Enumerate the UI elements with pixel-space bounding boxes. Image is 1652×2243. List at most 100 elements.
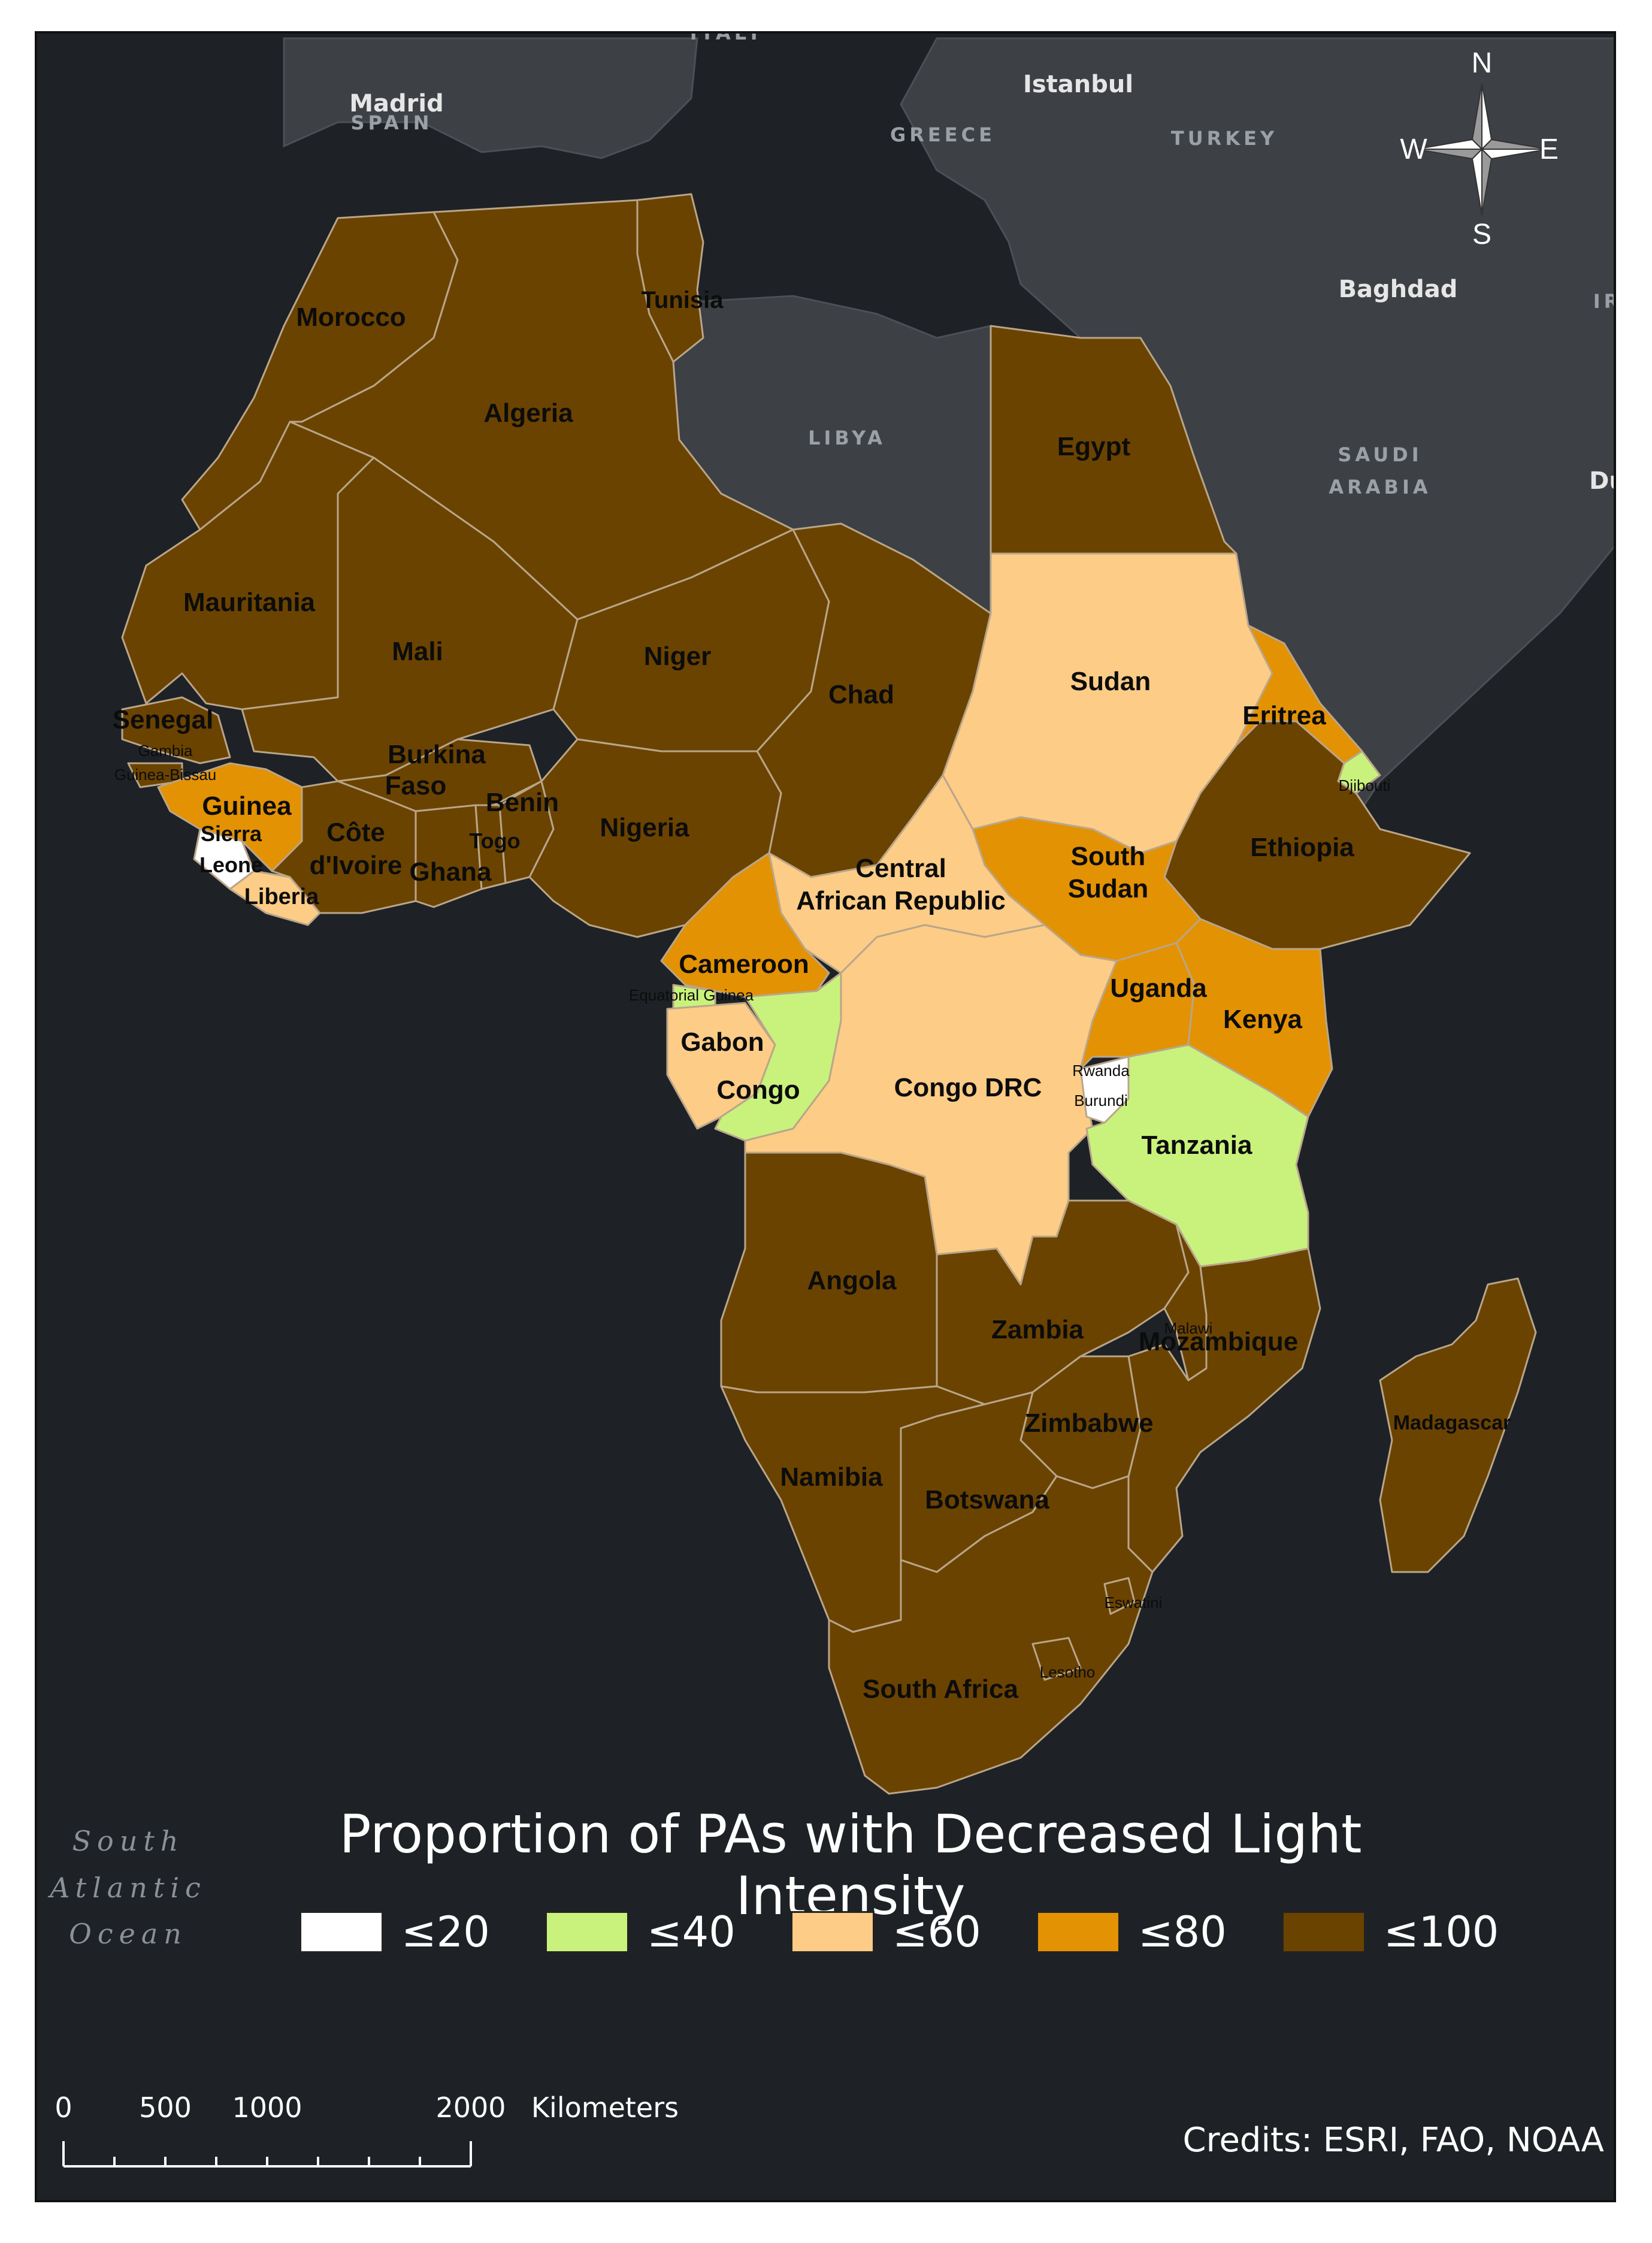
label-ethiopia: Ethiopia	[1250, 833, 1354, 862]
label-mozambique: Mozambique	[1139, 1327, 1298, 1356]
scale-tick-0: 0	[55, 2091, 72, 2124]
label-south-africa: South Africa	[863, 1674, 1018, 1704]
legend-item-20: ≤20	[299, 1908, 490, 1957]
label-niger: Niger	[644, 642, 711, 671]
label-basemap-arabia: ARABIA	[1329, 476, 1431, 498]
label-zimbabwe: Zimbabwe	[1024, 1408, 1153, 1438]
credits: Credits: ESRI, FAO, NOAA	[1182, 2121, 1604, 2160]
label-uganda: Uganda	[1110, 974, 1207, 1003]
scale-tick-2000: 2000	[435, 2091, 506, 2124]
label-cameroon: Cameroon	[679, 950, 809, 979]
label-tunisia: Tunisia	[641, 287, 724, 313]
legend-item-60: ≤60	[791, 1908, 981, 1957]
country-senegal	[121, 696, 231, 764]
label-guinea: Guinea	[202, 791, 292, 821]
scale-unit: Kilometers	[531, 2091, 679, 2124]
label-sierra: Sierra	[201, 821, 262, 846]
country-central-african-republic	[768, 774, 1046, 974]
label-basemap-libya: LIBYA	[808, 427, 886, 449]
label-madagascar: Madagascar	[1393, 1411, 1511, 1434]
label-ocean-south: South	[72, 1825, 184, 1857]
legend-title: Proportion of PAs with Decreased Light I…	[339, 1803, 1362, 1927]
legend-item-80: ≤80	[1036, 1908, 1227, 1957]
north-arrow-icon: N S E W	[1400, 47, 1559, 250]
compass-n: N	[1472, 47, 1493, 79]
label-divoire: d'Ivoire	[310, 851, 403, 880]
label-basemap-italy: ITALY	[690, 34, 765, 44]
label-malawi: Malawi	[1164, 1319, 1213, 1337]
label-leone: Leone	[199, 853, 263, 877]
label-equatorial-guinea: Equatorial Guinea	[629, 986, 754, 1004]
country-madagascar	[1379, 1277, 1537, 1573]
label-ghana: Ghana	[410, 857, 492, 887]
scale-tick-1000: 1000	[232, 2091, 302, 2124]
label-burundi: Burundi	[1074, 1092, 1128, 1110]
label-basemap-iran: IR	[1593, 290, 1616, 313]
compass-w: W	[1400, 134, 1427, 165]
country-kenya	[1175, 918, 1333, 1118]
label-angola: Angola	[807, 1266, 897, 1295]
label-mauritania: Mauritania	[183, 588, 316, 617]
country-lesotho	[1031, 1637, 1082, 1681]
legend-swatch-60	[791, 1911, 875, 1953]
label-guinea-bissau: Guinea-Bissau	[114, 766, 217, 784]
label-egypt: Egypt	[1057, 432, 1131, 461]
label-benin: Benin	[486, 788, 559, 817]
label-eritrea: Eritrea	[1242, 701, 1326, 730]
label-rwanda: Rwanda	[1072, 1062, 1130, 1080]
compass-e: E	[1539, 134, 1559, 165]
label-algeria: Algeria	[483, 398, 573, 428]
label-central: Central	[855, 854, 946, 883]
label-togo: Togo	[469, 829, 520, 853]
label-sudan: Sudan	[1070, 667, 1151, 696]
basemap-europe	[283, 37, 698, 159]
label-basemap-saudi: SAUDI	[1338, 443, 1422, 466]
label-ocean-ocean: Ocean	[69, 1918, 187, 1950]
label-city-madrid: Madrid	[349, 90, 444, 117]
label-city-istanbul: Istanbul	[1023, 71, 1133, 98]
label-ocean-atlantic: Atlantic	[47, 1872, 207, 1904]
label-basemap-spain: SPAIN	[350, 111, 432, 134]
legend-swatch-100	[1282, 1911, 1366, 1953]
legend-swatch-40	[545, 1911, 629, 1953]
label-cote: Côte	[326, 818, 385, 847]
label-faso: Faso	[385, 771, 447, 800]
label-gambia: Gambia	[138, 742, 193, 760]
compass-s: S	[1472, 219, 1491, 250]
map-canvas: Madrid SPAIN Istanbul GREECE TURKEY LIBY…	[47, 34, 1616, 2168]
label-namibia: Namibia	[780, 1462, 883, 1492]
label-congo-drc: Congo DRC	[894, 1073, 1042, 1102]
label-nigeria: Nigeria	[600, 813, 689, 842]
legend-item-40: ≤40	[545, 1908, 736, 1957]
scale-bar: 0 500 1000 2000 Kilometers	[55, 2091, 679, 2168]
label-city-baghdad: Baghdad	[1339, 276, 1458, 303]
legend-item-100: ≤100	[1282, 1908, 1499, 1957]
label-african-republic: African Republic	[796, 886, 1006, 915]
label-kenya: Kenya	[1223, 1005, 1303, 1034]
label-basemap-greece: GREECE	[890, 123, 996, 146]
label-lesotho: Lesotho	[1040, 1663, 1096, 1681]
label-tanzania: Tanzania	[1141, 1130, 1252, 1160]
label-city-dubai: Du	[1589, 467, 1616, 495]
legend-swatch-20	[299, 1911, 383, 1953]
legend-label-100: ≤100	[1384, 1908, 1499, 1957]
scale-tick-500: 500	[139, 2091, 192, 2124]
label-burkina: Burkina	[388, 740, 486, 769]
label-mali: Mali	[392, 637, 443, 666]
label-south: South	[1071, 842, 1146, 871]
country-south-africa	[828, 1475, 1154, 1795]
label-chad: Chad	[828, 680, 894, 709]
label-zambia: Zambia	[991, 1315, 1084, 1344]
legend-label-60: ≤60	[892, 1908, 981, 1957]
map-frame: Madrid SPAIN Istanbul GREECE TURKEY LIBY…	[35, 31, 1616, 2202]
country-ghana	[414, 804, 483, 908]
label-gabon: Gabon	[680, 1027, 764, 1057]
label-senegal: Senegal	[113, 705, 214, 734]
legend-label-40: ≤40	[647, 1908, 736, 1957]
legend-swatch-80	[1036, 1911, 1120, 1953]
label-sudan-2: Sudan	[1068, 874, 1148, 903]
label-basemap-turkey: TURKEY	[1171, 127, 1278, 150]
country-eswatini	[1103, 1577, 1136, 1615]
label-eswatini: Eswatini	[1105, 1594, 1163, 1612]
label-djibouti: Djibouti	[1339, 776, 1391, 794]
